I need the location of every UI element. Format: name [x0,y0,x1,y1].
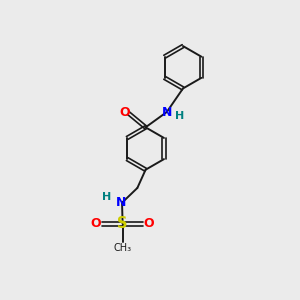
Text: N: N [162,106,172,118]
Text: S: S [117,216,128,231]
Text: H: H [102,192,111,203]
Text: O: O [91,218,101,230]
Text: H: H [175,110,184,121]
Text: CH₃: CH₃ [114,243,132,253]
Text: N: N [116,196,126,208]
Text: O: O [119,106,130,118]
Text: O: O [144,218,154,230]
